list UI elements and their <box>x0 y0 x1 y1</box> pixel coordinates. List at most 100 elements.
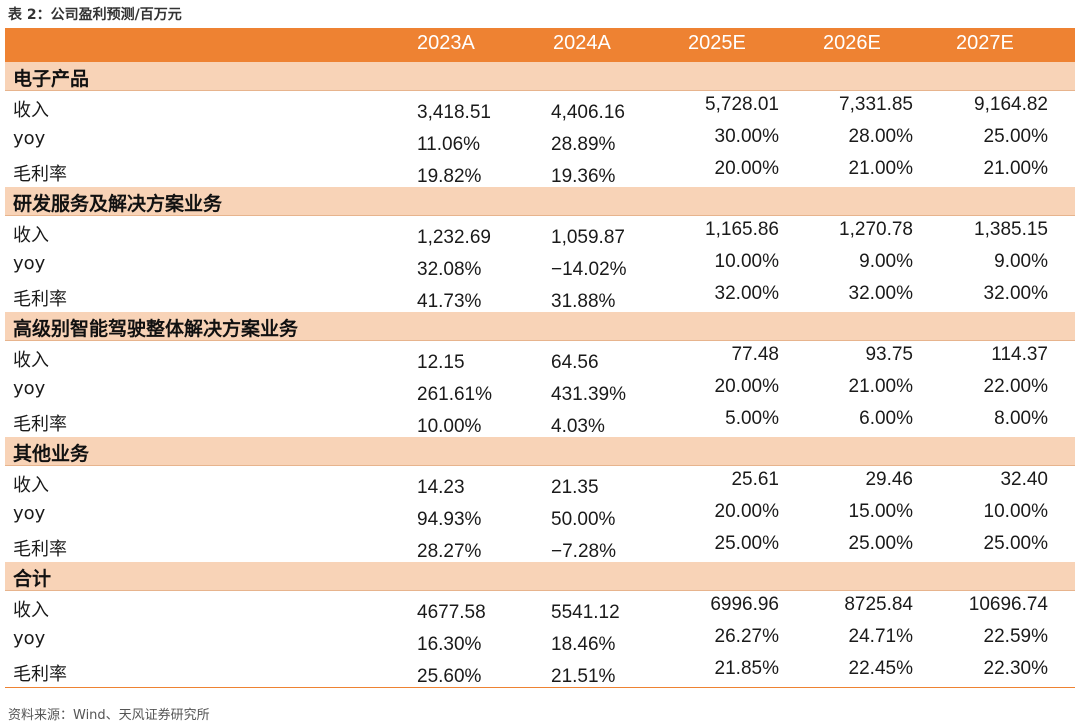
table-cell: 1,385.15 <box>974 219 1048 240</box>
table-cell: 22.59% <box>983 626 1048 647</box>
table-cell: 14.23 <box>417 477 465 498</box>
table-row: 毛利率 28.27% −7.28% 25.00% 25.00% 25.00% <box>5 530 1075 562</box>
table-cell: 22.30% <box>983 658 1048 679</box>
table-cell: 32.00% <box>983 283 1048 304</box>
row-label: 毛利率 <box>13 164 67 185</box>
table-cell: 22.45% <box>848 658 913 679</box>
table-cell: 22.00% <box>983 376 1048 397</box>
table-cell: 28.00% <box>848 126 913 147</box>
row-label: 收入 <box>13 100 49 121</box>
table-cell: 11.06% <box>417 134 481 155</box>
table-cell: 16.30% <box>417 634 482 655</box>
row-label: 收入 <box>13 350 49 371</box>
table-cell: 10.00% <box>714 251 779 272</box>
table-cell: 18.46% <box>551 634 616 655</box>
table-cell: 3,418.51 <box>417 102 491 123</box>
table-row: 收入 12.15 64.56 77.48 93.75 114.37 <box>5 341 1075 373</box>
table-row: yoy 32.08% −14.02% 10.00% 9.00% 9.00% <box>5 248 1075 280</box>
table-cell: 93.75 <box>865 344 913 365</box>
row-label: 毛利率 <box>13 289 67 310</box>
source-note: 资料来源：Wind、天风证券研究所 <box>8 708 210 723</box>
table-cell: 261.61% <box>417 384 493 405</box>
row-label: 收入 <box>13 225 49 246</box>
table-cell: 431.39% <box>551 384 627 405</box>
section-header-row: 研发服务及解决方案业务 <box>5 187 1075 216</box>
earnings-forecast-table: 2023A 2024A 2025E 2026E 2027E 电子产品收入 3,41… <box>5 28 1075 688</box>
table-cell: 6996.96 <box>710 594 779 615</box>
table-cell: 21.00% <box>848 158 913 179</box>
table-cell: 31.88% <box>551 291 616 312</box>
table-cell: 5,728.01 <box>705 94 779 115</box>
table-cell: 9.00% <box>994 251 1048 272</box>
table-cell: 20.00% <box>714 501 779 522</box>
table-cell: 21.00% <box>848 376 913 397</box>
section-header-row: 电子产品 <box>5 62 1075 91</box>
table-cell: 20.00% <box>714 376 779 397</box>
year-header: 2023A <box>417 32 475 54</box>
section-title: 高级别智能驾驶整体解决方案业务 <box>13 318 299 340</box>
table-cell: 32.08% <box>417 259 482 280</box>
table-row: 毛利率 41.73% 31.88% 32.00% 32.00% 32.00% <box>5 280 1075 312</box>
table-cell: 8.00% <box>994 408 1048 429</box>
table-cell: 21.85% <box>714 658 779 679</box>
table-cell: 114.37 <box>991 344 1048 365</box>
section-title: 研发服务及解决方案业务 <box>13 193 223 215</box>
row-label: yoy <box>13 628 46 649</box>
table-cell: 26.27% <box>714 626 779 647</box>
row-label: yoy <box>13 253 46 274</box>
table-cell: 24.71% <box>848 626 913 647</box>
table-cell: 32.00% <box>714 283 779 304</box>
table-cell: 1,059.87 <box>551 227 625 248</box>
table-cell: 25.00% <box>714 533 779 554</box>
table-cell: 25.00% <box>983 126 1048 147</box>
table-cell: 9,164.82 <box>974 94 1048 115</box>
table-row: 毛利率 10.00% 4.03% 5.00% 6.00% 8.00% <box>5 405 1075 437</box>
section-header-row: 合计 <box>5 562 1075 591</box>
table-cell: 1,232.69 <box>417 227 491 248</box>
table-cell: 41.73% <box>417 291 482 312</box>
table-cell: 10.00% <box>983 501 1048 522</box>
table-cell: 77.48 <box>731 344 779 365</box>
table-row: yoy 94.93% 50.00% 20.00% 15.00% 10.00% <box>5 498 1075 530</box>
table-cell: 4.03% <box>551 416 605 437</box>
table-cell: 32.00% <box>848 283 913 304</box>
table-cell: 1,270.78 <box>839 219 913 240</box>
table-cell: 6.00% <box>859 408 913 429</box>
year-header: 2026E <box>823 32 881 54</box>
section-title: 合计 <box>13 568 52 590</box>
section-header-row: 其他业务 <box>5 437 1075 466</box>
table-header-row: 2023A 2024A 2025E 2026E 2027E <box>5 28 1075 62</box>
table-row: 收入 1,232.69 1,059.87 1,165.86 1,270.78 1,385.… <box>5 216 1075 248</box>
year-header: 2025E <box>688 32 746 54</box>
table-cell: 15.00% <box>848 501 913 522</box>
table-cell: 12.15 <box>417 352 465 373</box>
table-cell: 21.51% <box>551 666 616 687</box>
table-cell: 7,331.85 <box>839 94 913 115</box>
table-cell: 64.56 <box>551 352 599 373</box>
table-cell: 50.00% <box>551 509 616 530</box>
year-header: 2027E <box>956 32 1014 54</box>
year-header: 2024A <box>553 32 611 54</box>
section-header-row: 高级别智能驾驶整体解决方案业务 <box>5 312 1075 341</box>
table-cell: 21.00% <box>983 158 1048 179</box>
table-cell: 25.61 <box>731 469 779 490</box>
row-label: yoy <box>13 378 46 399</box>
row-label: yoy <box>13 128 46 149</box>
table-cell: 4,406.16 <box>551 102 625 123</box>
table-row: 收入 14.23 21.35 25.61 29.46 32.40 <box>5 466 1075 498</box>
table-cell: 25.00% <box>848 533 913 554</box>
table-cell: 19.36% <box>551 166 616 187</box>
table-cell: 28.27% <box>417 541 482 562</box>
table-cell: 10.00% <box>417 416 482 437</box>
table-row: yoy 16.30% 18.46% 26.27% 24.71% 22.59% <box>5 623 1075 655</box>
table-cell: 5.00% <box>725 408 779 429</box>
table-cell: 5541.12 <box>551 602 620 623</box>
table-cell: 28.89% <box>551 134 616 155</box>
table-bottom-border <box>5 687 1075 688</box>
row-label: 收入 <box>13 600 49 621</box>
row-label: yoy <box>13 503 46 524</box>
table-cell: 94.93% <box>417 509 482 530</box>
row-label: 毛利率 <box>13 414 67 435</box>
table-cell: 20.00% <box>714 158 779 179</box>
row-label: 毛利率 <box>13 664 67 685</box>
